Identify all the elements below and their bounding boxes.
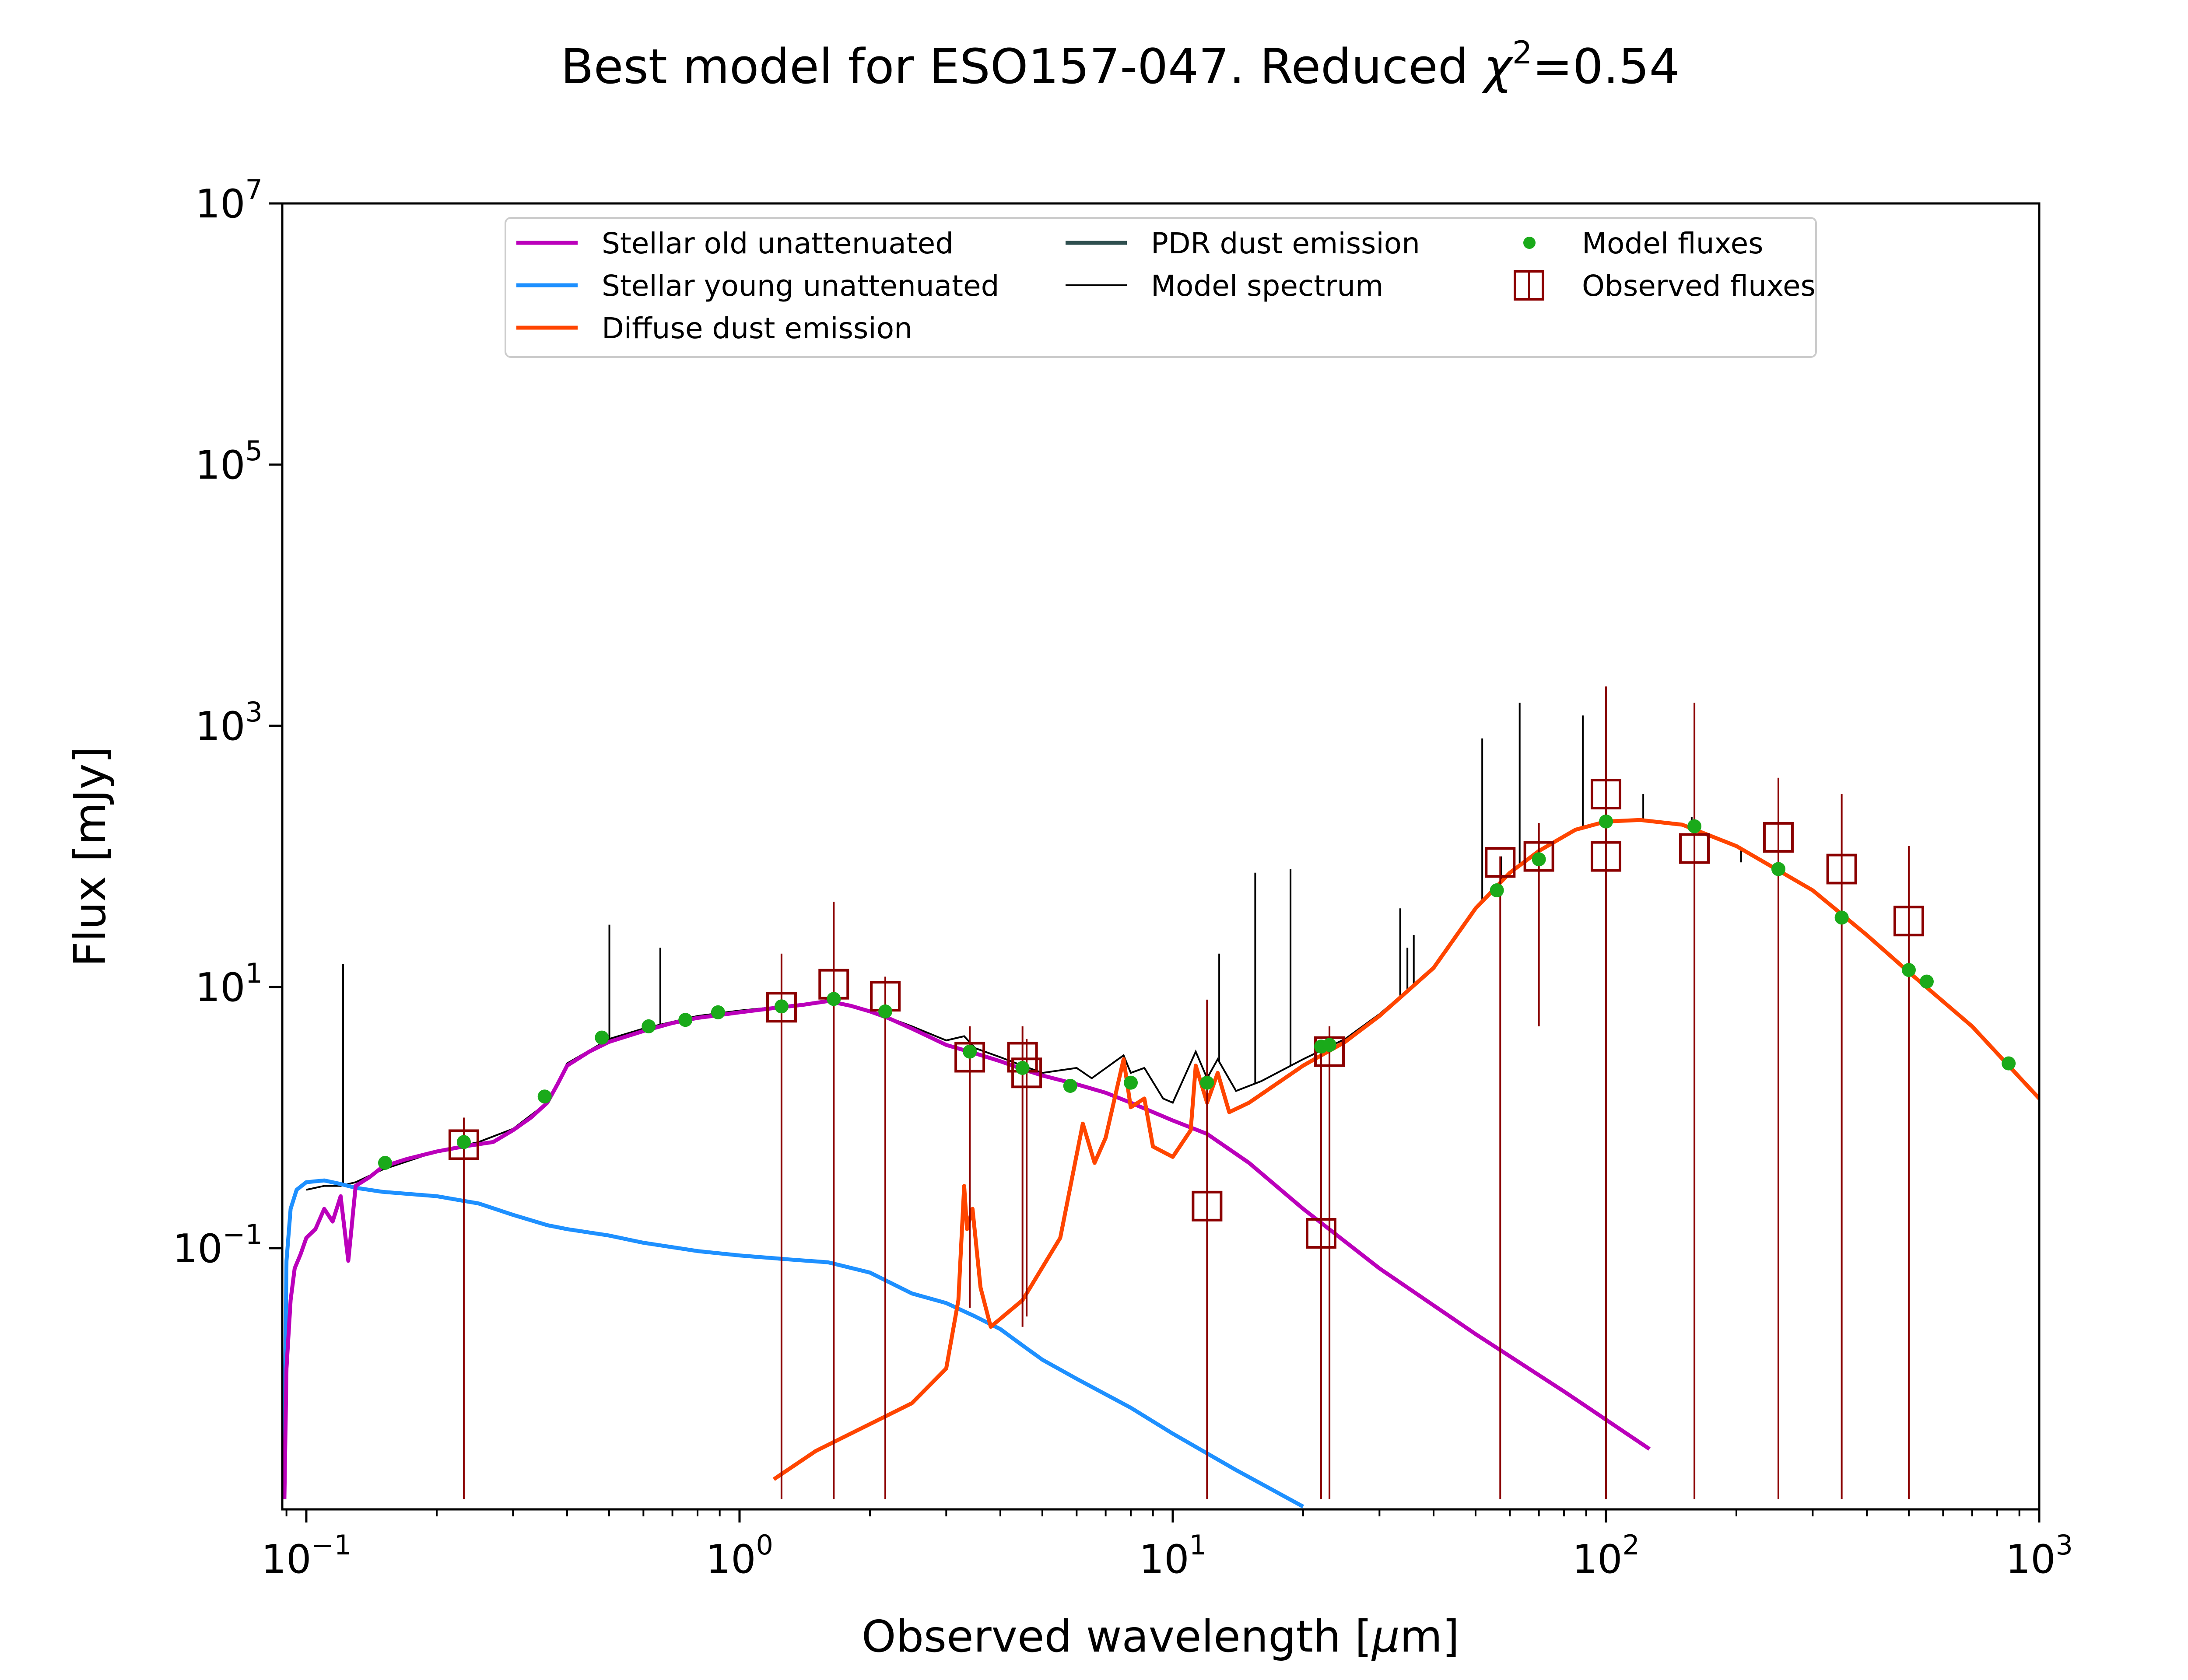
model-flux-point-24 — [1919, 974, 1934, 989]
x-tick-label-1: 100 — [706, 1529, 773, 1582]
model-flux-point-16 — [1322, 1038, 1337, 1052]
x-label-suffix: m] — [1400, 1611, 1459, 1662]
model-flux-point-20 — [1687, 819, 1702, 833]
model-flux-point-12 — [1063, 1078, 1077, 1093]
y-tick-label-2: 103 — [195, 696, 263, 749]
observed-flux-marker-13 — [1590, 841, 1621, 872]
observed-flux-marker-14 — [1679, 833, 1710, 864]
legend-item-diffuse-dust-emission: Diffuse dust emission — [516, 312, 912, 345]
model-flux-point-14 — [1200, 1075, 1214, 1090]
legend-label: Model fluxes — [1582, 227, 1764, 260]
series-stellar-young-unattenuated — [282, 1178, 1304, 1508]
y-tick-label-0: 10−1 — [172, 1218, 263, 1272]
legend-label: PDR dust emission — [1151, 227, 1420, 260]
model-flux-point-25 — [2002, 1056, 2016, 1071]
observed-flux-marker-8 — [1305, 1218, 1336, 1249]
title-prefix: Best model for ESO157-047. Reduced — [561, 38, 1483, 94]
series-model-fluxes — [378, 814, 2016, 1170]
model-flux-point-1 — [456, 1135, 471, 1149]
model-flux-point-0 — [378, 1156, 392, 1170]
x-tick-label-0: 10−1 — [261, 1529, 351, 1582]
x-label-prefix: Observed wavelength [ — [862, 1611, 1372, 1662]
x-axis-label: Observed wavelength [μm] — [862, 1611, 1459, 1662]
y-axis-label: Flux [mJy] — [64, 746, 116, 967]
y-tick-label-4: 107 — [195, 174, 263, 227]
model-flux-point-18 — [1532, 852, 1546, 867]
model-flux-point-8 — [827, 992, 841, 1006]
legend-label: Stellar young unattenuated — [602, 269, 999, 303]
plot-frame — [281, 202, 2041, 1511]
model-flux-point-9 — [878, 1004, 893, 1018]
observed-flux-marker-7 — [1192, 1190, 1223, 1222]
x-tick-label-3: 102 — [1572, 1529, 1640, 1582]
observed-flux-marker-1 — [766, 992, 797, 1023]
model-flux-point-7 — [774, 999, 789, 1014]
model-flux-point-6 — [711, 1005, 725, 1019]
x-tick-label-2: 101 — [1139, 1529, 1206, 1582]
model-flux-point-3 — [595, 1030, 609, 1045]
observed-flux-marker-4 — [954, 1042, 985, 1073]
model-flux-point-22 — [1834, 910, 1849, 925]
model-flux-point-4 — [642, 1019, 656, 1033]
legend-item-stellar-young-unattenuated: Stellar young unattenuated — [516, 269, 999, 303]
model-flux-point-21 — [1771, 862, 1785, 876]
observed-flux-marker-9 — [1314, 1036, 1345, 1067]
model-flux-point-11 — [1015, 1061, 1030, 1075]
observed-flux-marker-17 — [1893, 906, 1924, 937]
model-flux-point-5 — [678, 1013, 693, 1027]
legend-item-observed-fluxes: Observed fluxes — [1514, 269, 1816, 303]
model-flux-point-23 — [1901, 963, 1916, 977]
legend-item-pdr-dust-emission: PDR dust emission — [1066, 227, 1420, 260]
observed-flux-marker-15 — [1763, 822, 1794, 853]
legend-swatch — [1523, 237, 1536, 249]
legend-label: Observed fluxes — [1582, 269, 1816, 303]
series-diffuse-dust-emission — [772, 818, 2039, 1481]
x-label-mu: μ — [1371, 1611, 1400, 1662]
model-flux-point-19 — [1599, 814, 1613, 829]
legend: Stellar old unattenuated Stellar young un… — [505, 217, 1817, 358]
legend-label: Diffuse dust emission — [602, 312, 912, 345]
title-suffix: =0.54 — [1532, 38, 1680, 94]
y-axis: 10−1 101 103 105 107 — [172, 174, 282, 1272]
model-flux-point-2 — [537, 1089, 552, 1104]
observed-flux-marker-11 — [1523, 841, 1554, 872]
observed-flux-marker-10 — [1485, 847, 1516, 878]
model-flux-point-10 — [963, 1044, 977, 1059]
series-observed-fluxes — [448, 686, 1924, 1499]
model-flux-point-17 — [1490, 883, 1504, 898]
legend-item-model-spectrum: Model spectrum — [1066, 269, 1383, 303]
x-axis: 10−1 100 101 102 103 — [261, 1509, 2073, 1582]
observed-flux-marker-12 — [1590, 779, 1621, 810]
legend-item-stellar-old-unattenuated: Stellar old unattenuated — [516, 227, 954, 260]
legend-box — [505, 217, 1817, 358]
chart-title: Best model for ESO157-047. Reduced χ2=0.… — [561, 34, 1680, 94]
model-flux-point-13 — [1124, 1075, 1138, 1090]
legend-label: Model spectrum — [1151, 269, 1383, 303]
observed-flux-marker-6 — [1011, 1057, 1042, 1088]
y-tick-label-1: 101 — [195, 957, 263, 1011]
observed-flux-marker-0 — [448, 1129, 479, 1160]
title-chi: χ — [1482, 38, 1514, 94]
x-tick-label-4: 103 — [2006, 1529, 2073, 1582]
plot-area — [282, 686, 2039, 1508]
title-exponent: 2 — [1512, 34, 1532, 71]
legend-item-model-fluxes: Model fluxes — [1523, 227, 1764, 260]
y-tick-label-3: 105 — [195, 435, 263, 488]
observed-flux-marker-16 — [1826, 854, 1857, 885]
legend-label: Stellar old unattenuated — [602, 227, 954, 260]
